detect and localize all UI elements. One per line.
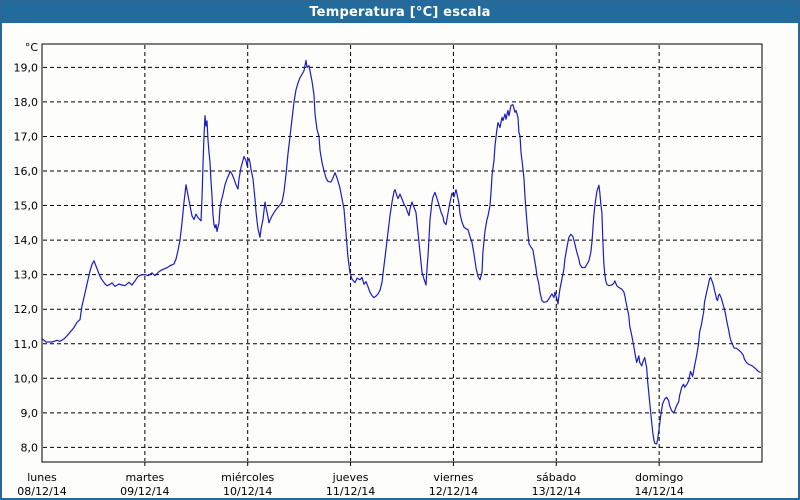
x-axis-day-label: viernes (433, 471, 473, 484)
y-axis-tick-label: 9,0 (21, 407, 39, 420)
y-axis-tick-label: 11,0 (14, 338, 39, 351)
y-axis-tick-label: 18,0 (14, 96, 39, 109)
y-axis-tick-label: 15,0 (14, 200, 39, 213)
x-axis-date-label: 09/12/14 (120, 485, 169, 498)
chart-title: Temperatura [°C] escala (309, 5, 491, 20)
y-axis-tick-label: 14,0 (14, 234, 39, 247)
x-axis-date-label: 08/12/14 (17, 485, 66, 498)
x-axis-day-label: lunes (27, 471, 57, 484)
y-axis-tick-label: 13,0 (14, 269, 39, 282)
title-bar: Temperatura [°C] escala (2, 2, 798, 23)
y-axis-tick-label: 8,0 (21, 441, 39, 454)
y-axis-tick-label: 17,0 (14, 130, 39, 143)
y-axis-tick-label: 16,0 (14, 165, 39, 178)
x-axis-date-label: 11/12/14 (326, 485, 375, 498)
x-axis-day-label: miércoles (221, 471, 274, 484)
x-axis-day-label: martes (125, 471, 164, 484)
temperature-line (41, 59, 761, 445)
y-axis-tick-label: 12,0 (14, 303, 39, 316)
x-axis-date-label: 13/12/14 (532, 485, 581, 498)
x-axis-date-label: 12/12/14 (429, 485, 478, 498)
y-axis-unit-label: °C (25, 41, 39, 54)
x-axis-date-label: 10/12/14 (223, 485, 272, 498)
x-axis-day-label: domingo (635, 471, 683, 484)
chart-frame (41, 43, 763, 463)
y-axis-tick-label: 19,0 (14, 61, 39, 74)
x-axis-date-label: 14/12/14 (634, 485, 683, 498)
x-axis-day-label: sábado (536, 471, 576, 484)
y-axis-tick-label: 10,0 (14, 372, 39, 385)
x-axis-day-label: jueves (332, 471, 369, 484)
